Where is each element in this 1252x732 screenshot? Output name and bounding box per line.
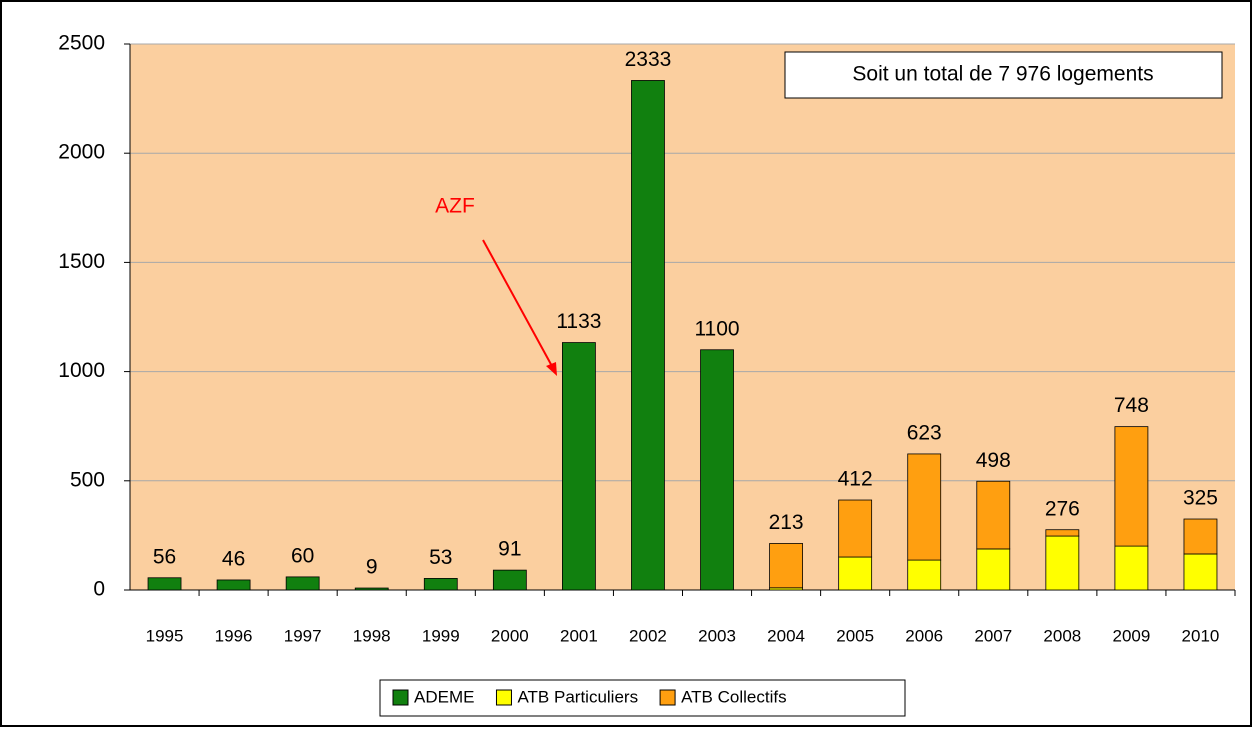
x-tick-label: 2008 <box>1043 626 1081 645</box>
total-label: 53 <box>429 546 452 569</box>
x-tick-label: 2004 <box>767 626 805 645</box>
total-label: 2333 <box>625 48 672 71</box>
note-box <box>784 51 1223 99</box>
total-label: 60 <box>291 544 314 567</box>
bar-segment <box>216 579 251 591</box>
x-tick-label: 2000 <box>491 626 529 645</box>
bar-segment <box>492 569 527 591</box>
x-tick-label: 2007 <box>974 626 1012 645</box>
legend-label: ADEME <box>414 687 474 706</box>
bar-segment <box>631 80 665 591</box>
plot-area <box>130 44 1235 590</box>
bar-segment <box>1045 535 1080 591</box>
total-label: 276 <box>1045 497 1080 520</box>
x-tick-label: 2001 <box>560 626 598 645</box>
legend-swatch <box>495 689 512 706</box>
legend-swatch <box>659 689 676 706</box>
x-tick-label: 2005 <box>836 626 874 645</box>
total-label: 498 <box>976 449 1011 472</box>
legend-label: ATB Collectifs <box>681 687 787 706</box>
y-tick-label: 2000 <box>58 141 105 164</box>
total-label: 9 <box>366 556 378 579</box>
total-label: 56 <box>153 545 176 568</box>
bar-segment <box>907 453 942 561</box>
bar-segment <box>907 559 942 591</box>
bar-segment <box>1183 518 1218 555</box>
y-tick-label: 500 <box>70 468 105 491</box>
total-label: 412 <box>838 468 873 491</box>
legend-box <box>379 679 906 717</box>
bar-segment <box>838 556 873 591</box>
total-label: 748 <box>1114 394 1149 417</box>
bar-segment <box>838 499 873 558</box>
y-tick-label: 1500 <box>58 250 105 273</box>
bar-segment <box>1114 426 1149 547</box>
total-label: 46 <box>222 548 245 571</box>
x-tick-label: 1996 <box>215 626 253 645</box>
annotation: AZF <box>435 195 475 218</box>
y-tick-label: 0 <box>93 578 105 601</box>
total-label: 325 <box>1183 487 1218 510</box>
total-label: 213 <box>769 511 804 534</box>
x-tick-label: 2006 <box>905 626 943 645</box>
y-tick-label: 2500 <box>58 32 105 55</box>
x-tick-label: 1997 <box>284 626 322 645</box>
bar-segment <box>147 577 182 591</box>
x-tick-label: 2002 <box>629 626 667 645</box>
x-tick-label: 1998 <box>353 626 391 645</box>
bar-segment <box>1114 545 1149 591</box>
bar-segment <box>700 349 734 591</box>
x-tick-label: 1999 <box>422 626 460 645</box>
bar-segment <box>976 480 1011 550</box>
total-label: 1100 <box>694 317 739 340</box>
x-tick-label: 2010 <box>1182 626 1220 645</box>
bar-segment <box>976 548 1011 591</box>
total-label: 91 <box>498 538 521 561</box>
annotation-arrow <box>482 239 554 369</box>
x-tick-label: 2003 <box>698 626 736 645</box>
x-tick-label: 2009 <box>1112 626 1150 645</box>
legend-label: ATB Particuliers <box>517 687 638 706</box>
bar-segment <box>1045 529 1080 537</box>
bar-segment <box>285 576 320 591</box>
note: Soit un total de 7 976 logements <box>852 63 1153 86</box>
bar-segment <box>354 587 389 591</box>
bar-segment <box>562 342 596 591</box>
y-tick-label: 1000 <box>58 359 105 382</box>
x-tick-label: 1995 <box>146 626 184 645</box>
total-label: 1133 <box>556 310 601 333</box>
bar-segment <box>423 578 458 591</box>
total-label: 623 <box>907 421 942 444</box>
arrow-head <box>546 362 557 376</box>
bar-segment <box>1183 553 1218 591</box>
bar-segment <box>769 543 803 589</box>
legend-swatch <box>392 689 409 706</box>
